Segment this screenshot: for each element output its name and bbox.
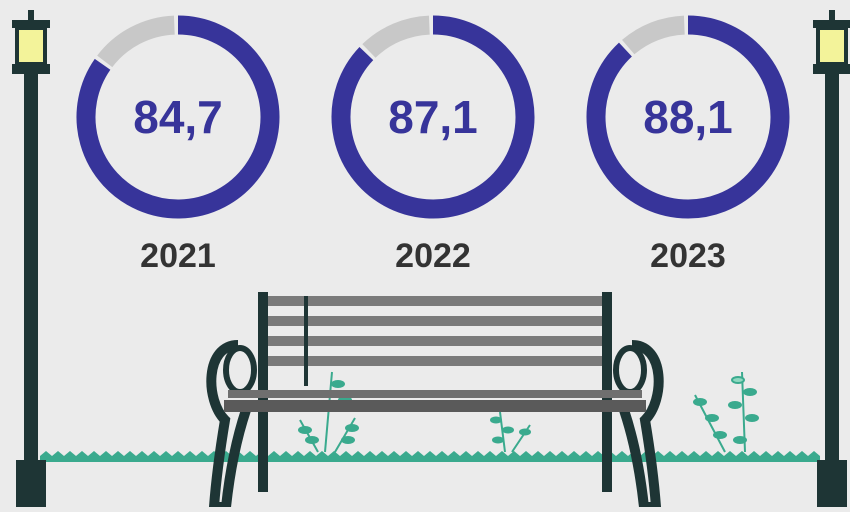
year-label: 2022 bbox=[395, 237, 471, 275]
year-label: 2023 bbox=[650, 237, 726, 275]
year-label: 2021 bbox=[140, 237, 216, 275]
donuts: 84,7 2021 87,1 2022 88,1 2023 bbox=[76, 15, 790, 275]
donut-arc bbox=[76, 15, 280, 219]
value-label: 88,1 bbox=[643, 91, 733, 143]
lamp-right bbox=[813, 10, 850, 507]
donut-arc bbox=[586, 15, 790, 219]
bench bbox=[206, 292, 664, 512]
donut-arc bbox=[331, 15, 535, 219]
value-label: 84,7 bbox=[133, 91, 223, 143]
donut-track bbox=[97, 15, 176, 68]
donut-track bbox=[362, 15, 431, 59]
donut-track bbox=[622, 15, 686, 55]
lamp-left bbox=[12, 10, 50, 507]
value-label: 87,1 bbox=[388, 91, 478, 143]
